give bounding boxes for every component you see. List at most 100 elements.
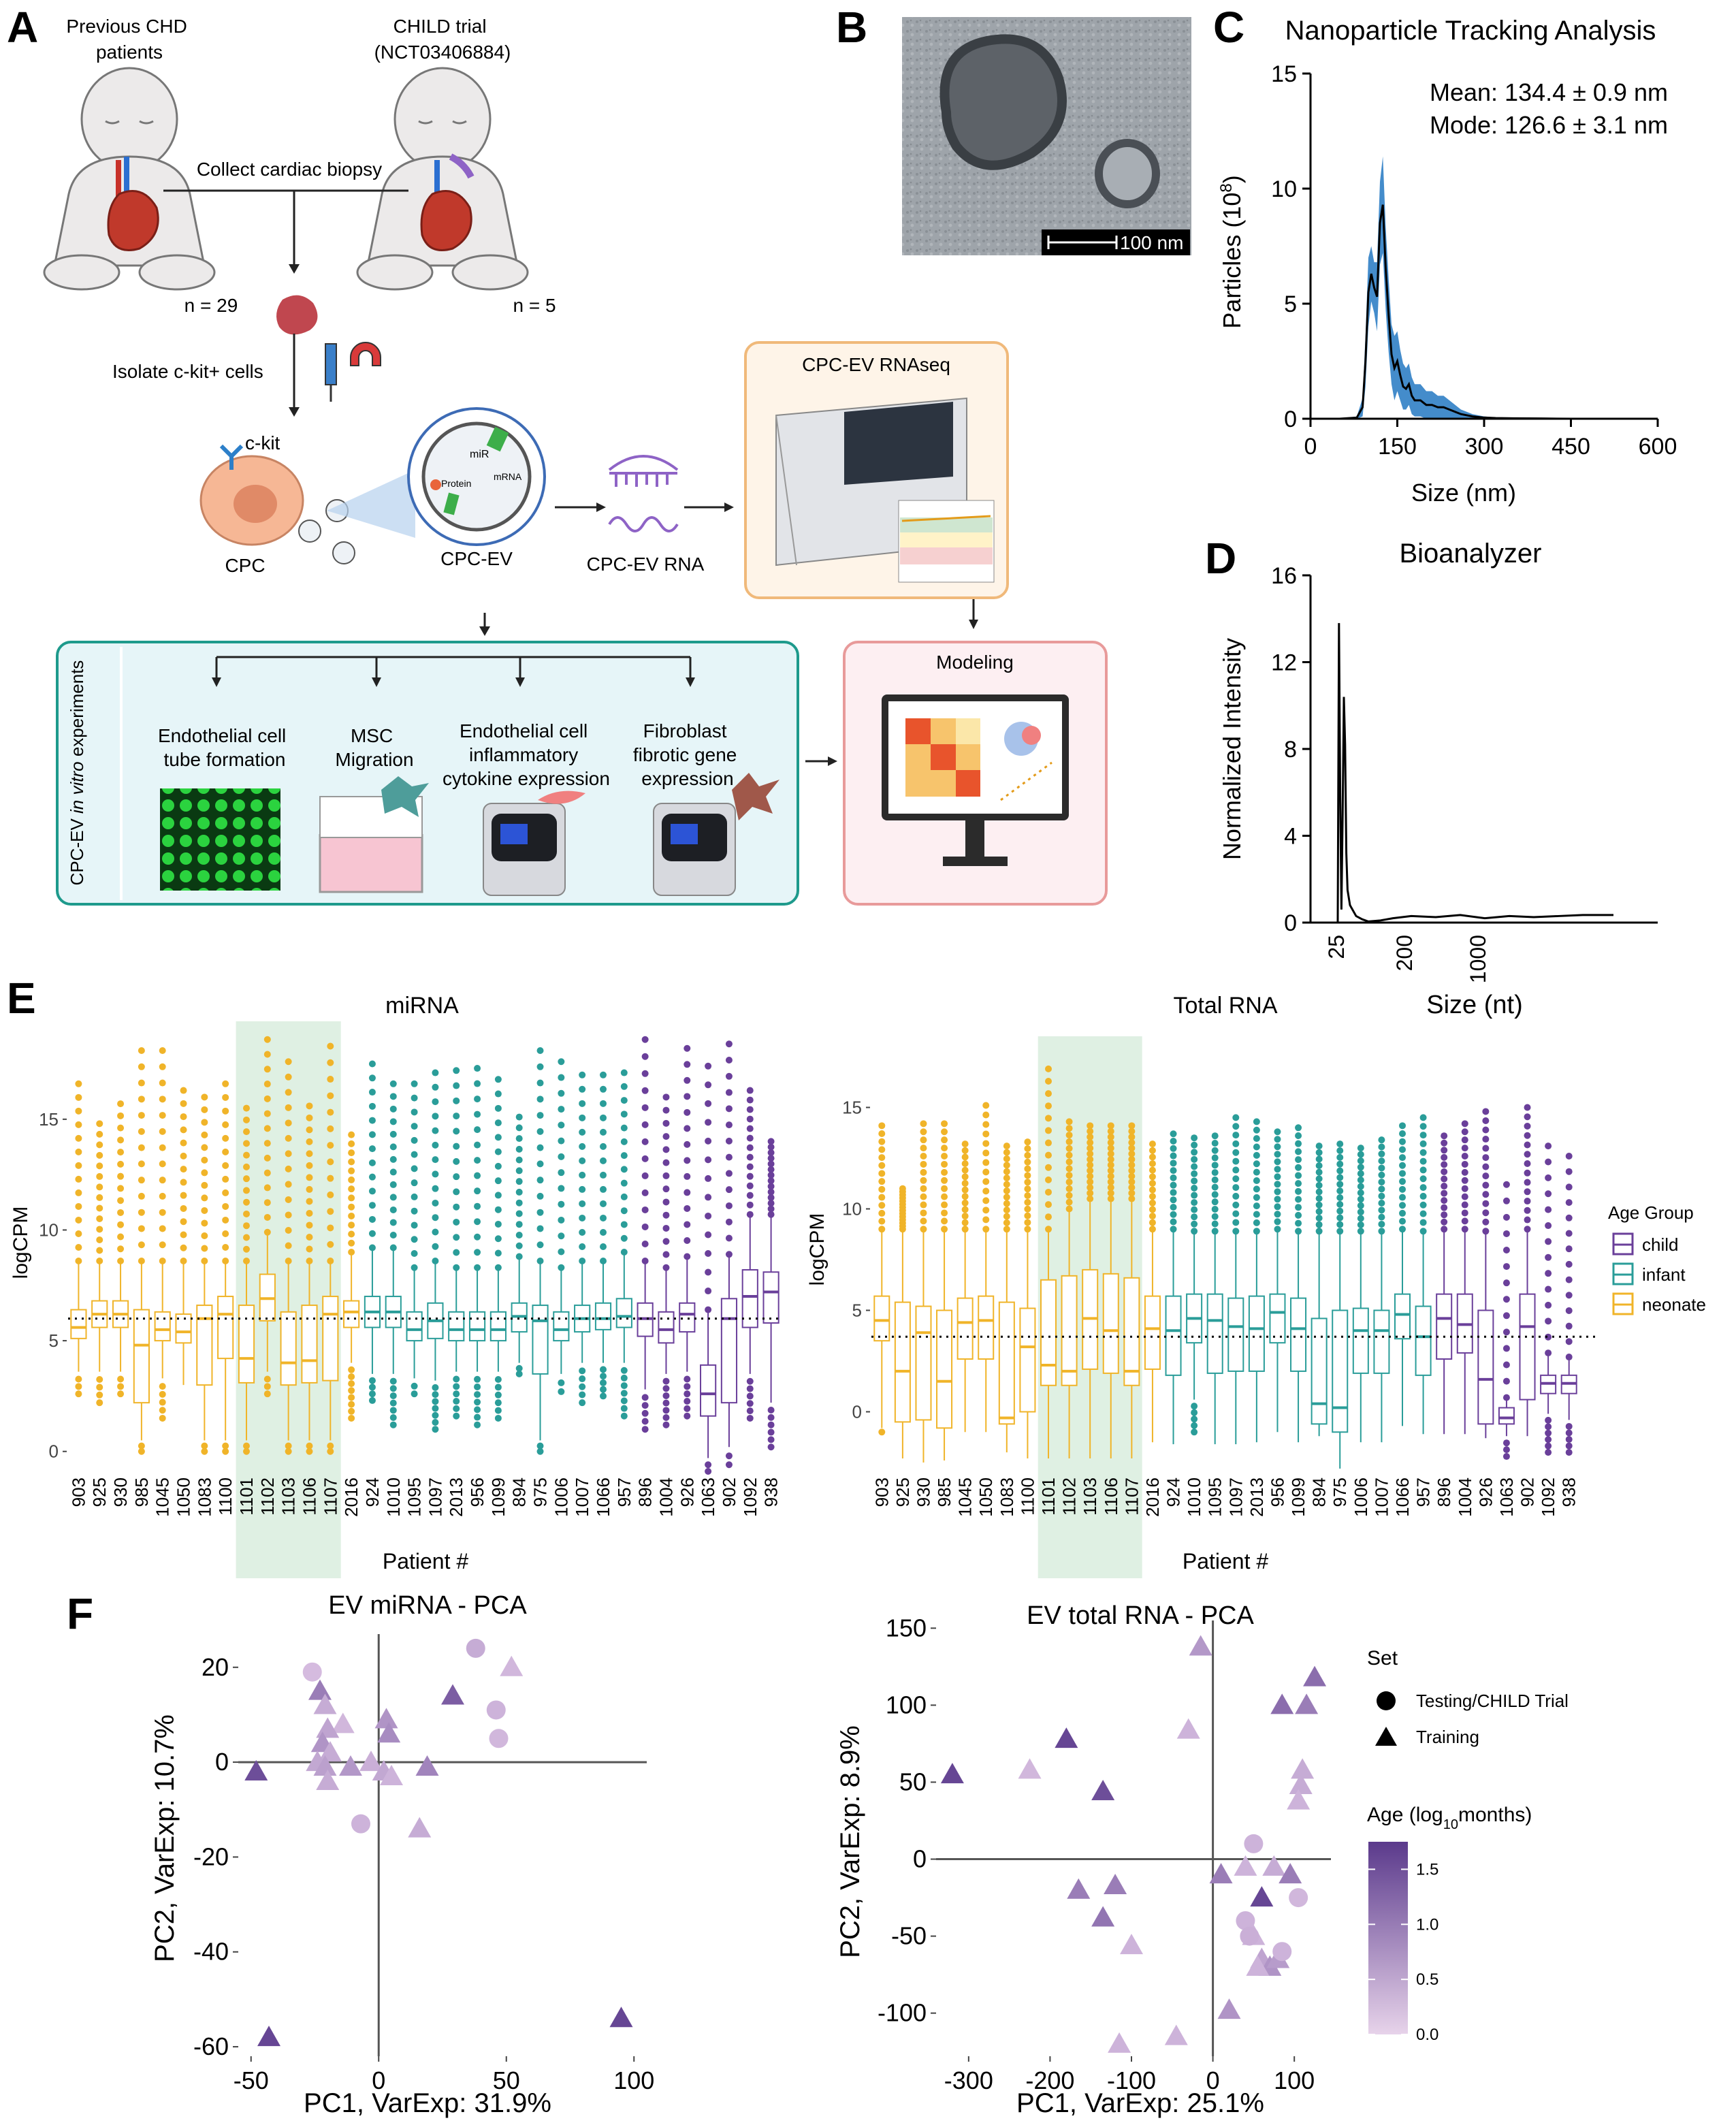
pca-mirna-point-training xyxy=(313,1693,337,1714)
totalrna-outlier xyxy=(1087,1172,1094,1180)
mirna-outlier xyxy=(368,1159,376,1166)
panel-label-f: F xyxy=(67,1589,93,1638)
mirna-outlier xyxy=(368,1377,376,1384)
totalrna-outlier xyxy=(1461,1160,1468,1168)
totalrna-xtick-label: 2016 xyxy=(1142,1477,1163,1517)
totalrna-outlier xyxy=(941,1160,948,1168)
mirna-outlier xyxy=(75,1216,82,1224)
nta-chart: Nanoparticle Tracking Analysis Mean: 134… xyxy=(1217,16,1677,507)
totalrna-outlier xyxy=(1128,1133,1136,1140)
totalrna-outlier xyxy=(1502,1453,1510,1460)
totalrna-outlier xyxy=(1107,1184,1114,1192)
totalrna-xtick-label: 1050 xyxy=(976,1477,996,1517)
mirna-outlier xyxy=(684,1125,691,1132)
pca-mirna-point-training xyxy=(359,1751,383,1772)
mirna-outlier xyxy=(285,1448,292,1455)
totalrna-outlier xyxy=(1295,1132,1302,1139)
totalrna-outlier xyxy=(1024,1179,1031,1186)
mirna-outlier xyxy=(600,1373,607,1380)
mirna-outlier xyxy=(411,1108,418,1116)
mirna-outlier xyxy=(515,1188,523,1196)
mirna-xtick-label: 1063 xyxy=(698,1477,718,1517)
totalrna-outlier xyxy=(1253,1143,1260,1151)
totalrna-outlier xyxy=(1419,1123,1427,1130)
mirna-outlier xyxy=(285,1165,292,1172)
mirna-outlier xyxy=(201,1207,208,1214)
totalrna-outlier xyxy=(941,1136,948,1144)
mirna-outlier xyxy=(201,1232,208,1239)
totalrna-outlier xyxy=(1461,1153,1468,1160)
totalrna-outlier xyxy=(1461,1145,1468,1152)
mirna-outlier xyxy=(536,1225,544,1232)
mirna-outlier xyxy=(579,1391,586,1399)
mirna-outlier xyxy=(684,1108,691,1116)
mirna-outlier xyxy=(515,1231,523,1239)
mirna-outlier xyxy=(263,1390,271,1398)
totalrna-box xyxy=(1144,1295,1161,1370)
totalrna-outlier xyxy=(1399,1130,1406,1138)
mirna-outlier xyxy=(180,1204,187,1212)
totalrna-outlier xyxy=(1295,1187,1302,1195)
totalrna-outlier xyxy=(1128,1139,1136,1147)
mirna-outlier xyxy=(96,1391,103,1399)
pca-mirna-xlabel: PC1, VarExp: 31.9% xyxy=(304,2088,551,2118)
totalrna-outlier xyxy=(1399,1185,1406,1193)
mirna-outlier xyxy=(96,1247,103,1254)
mirna-outlier xyxy=(411,1151,418,1158)
pca-mirna-ytick-label: 0 xyxy=(215,1748,229,1776)
pca-total-point-training xyxy=(1303,1665,1327,1687)
pca-total-point-training xyxy=(1104,1873,1127,1894)
mirna-outlier xyxy=(474,1111,481,1118)
set-legend-circle xyxy=(1377,1691,1396,1710)
mirna-outlier xyxy=(600,1143,607,1150)
totalrna-outlier xyxy=(1107,1122,1114,1130)
tube-formation-image xyxy=(160,788,280,891)
totalrna-outlier xyxy=(1295,1219,1302,1227)
totalrna-outlier xyxy=(1565,1199,1573,1207)
mirna-outlier xyxy=(684,1383,691,1390)
mirna-box xyxy=(679,1302,696,1333)
mirna-outlier xyxy=(159,1144,166,1151)
mirna-outlier xyxy=(453,1188,460,1196)
mirna-outlier xyxy=(117,1112,125,1119)
cpc-cell-icon xyxy=(199,444,304,546)
totalrna-outlier xyxy=(1024,1165,1031,1172)
mirna-outlier xyxy=(725,1234,733,1242)
mirna-outlier xyxy=(641,1402,649,1409)
totalrna-outlier xyxy=(1087,1145,1094,1152)
totalrna-outlier xyxy=(941,1168,948,1176)
totalrna-outlier xyxy=(1003,1143,1010,1150)
mirna-outlier xyxy=(767,1138,775,1145)
exp-msc-migration: MSC Migration xyxy=(335,725,413,770)
mirna-outlier xyxy=(75,1383,82,1390)
mirna-outlier xyxy=(432,1228,439,1236)
totalrna-outlier xyxy=(920,1160,927,1168)
totalrna-outlier xyxy=(1148,1199,1156,1207)
mirna-xtick-label: 975 xyxy=(530,1477,551,1507)
totalrna-outlier xyxy=(1045,1090,1052,1098)
mirna-outlier xyxy=(746,1115,754,1123)
totalrna-outlier xyxy=(1045,1176,1052,1183)
mirna-outlier xyxy=(411,1080,418,1087)
mirna-outlier xyxy=(75,1375,82,1383)
pca-mirna-point-training xyxy=(500,1655,524,1676)
mirna-ylabel: logCPM xyxy=(10,1207,32,1279)
mirna-outlier xyxy=(201,1144,208,1151)
totalrna-outlier xyxy=(982,1197,990,1204)
totalrna-outlier xyxy=(1357,1209,1364,1216)
mirna-outlier xyxy=(662,1119,670,1127)
totalrna-outlier xyxy=(1524,1151,1531,1158)
mirna-outlier xyxy=(641,1426,649,1433)
mirna-outlier xyxy=(306,1442,313,1450)
mirna-outlier xyxy=(558,1185,565,1192)
mirna-outlier xyxy=(767,1421,775,1428)
totalrna-outlier xyxy=(1378,1171,1385,1179)
mirna-outlier xyxy=(579,1200,586,1207)
totalrna-outlier xyxy=(1065,1118,1073,1125)
mirna-outlier xyxy=(348,1394,355,1401)
totalrna-outlier xyxy=(1295,1148,1302,1155)
mirna-outlier xyxy=(705,1288,712,1295)
mirna-outlier xyxy=(662,1172,670,1179)
mirna-outlier xyxy=(201,1119,208,1126)
mirna-box xyxy=(448,1311,465,1342)
